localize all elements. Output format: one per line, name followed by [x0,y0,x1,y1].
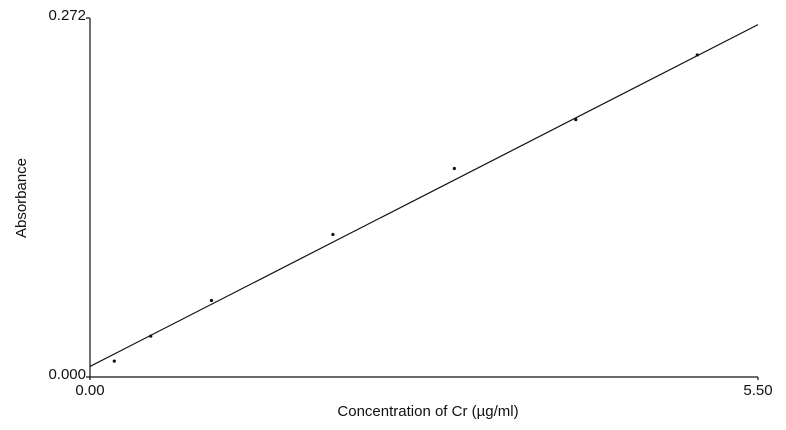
data-point [574,118,578,122]
x-tick-label: 5.50 [743,382,772,399]
x-tick-label: 0.00 [75,382,104,399]
x-axis-label: Concentration of Cr (µg/ml) [337,403,518,420]
data-point [149,334,153,338]
data-point [452,166,456,171]
y-axis-label: Absorbance [13,158,30,238]
data-point [331,232,335,237]
data-point [112,359,116,363]
y-tick-label: 0.000 [48,366,86,383]
data-point [209,298,214,303]
fit-line [89,24,759,367]
data-point [695,53,699,57]
y-tick-label: 0.272 [48,7,86,24]
